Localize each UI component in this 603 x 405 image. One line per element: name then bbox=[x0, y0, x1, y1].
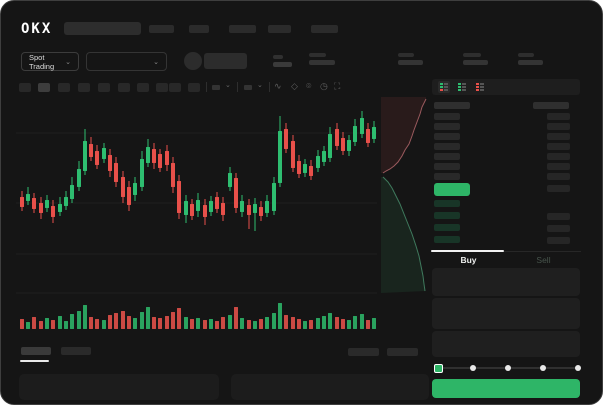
chevron-down-icon: ⌄ bbox=[65, 58, 71, 66]
stat-value-skeleton bbox=[463, 60, 488, 65]
stat-label-skeleton bbox=[518, 53, 534, 57]
timeframe-button-skeleton[interactable] bbox=[58, 83, 70, 92]
ask-price-skeleton[interactable] bbox=[434, 143, 460, 150]
ask-amount-skeleton[interactable] bbox=[547, 133, 570, 140]
chart-range-button-skeleton[interactable] bbox=[387, 348, 418, 356]
tab-sell[interactable]: Sell bbox=[536, 255, 551, 265]
ask-amount-skeleton[interactable] bbox=[547, 123, 570, 130]
orderbook-header-skeleton bbox=[434, 102, 470, 109]
last-amount-skeleton bbox=[547, 185, 570, 192]
nav-item-skeleton[interactable] bbox=[268, 25, 291, 33]
slider-stop[interactable] bbox=[470, 365, 476, 371]
ask-price-skeleton[interactable] bbox=[434, 133, 460, 140]
toolbar-dropdown-skeleton[interactable] bbox=[212, 85, 220, 90]
indicators-icon[interactable]: ◇ bbox=[291, 81, 298, 91]
price-value-skeleton bbox=[273, 62, 292, 67]
ask-price-skeleton[interactable] bbox=[434, 153, 460, 160]
pair-selector-dropdown[interactable]: ⌄ bbox=[86, 52, 167, 71]
ask-amount-skeleton[interactable] bbox=[547, 163, 570, 170]
okx-logo[interactable]: OKX bbox=[21, 21, 53, 37]
toolbar-divider bbox=[206, 82, 207, 92]
price-label-skeleton bbox=[273, 55, 283, 59]
slider-stop[interactable] bbox=[575, 365, 581, 371]
slider-stop[interactable] bbox=[540, 365, 546, 371]
timeframe-button-skeleton[interactable] bbox=[188, 83, 200, 92]
slider-handle[interactable] bbox=[434, 364, 443, 373]
line-style-icon[interactable]: ∿ bbox=[274, 81, 282, 91]
timeframe-button-skeleton[interactable] bbox=[78, 83, 90, 92]
orderbook-toggle-bar bbox=[432, 79, 580, 95]
buy-submit-button[interactable] bbox=[432, 379, 580, 398]
timeframe-button-skeleton[interactable] bbox=[19, 83, 31, 92]
orderbook-asks-view-icon[interactable] bbox=[474, 81, 486, 93]
ask-price-skeleton[interactable] bbox=[434, 173, 460, 180]
token-avatar bbox=[184, 52, 202, 70]
market-type-label: Spot Trading bbox=[29, 52, 55, 71]
toolbar-divider bbox=[269, 82, 270, 92]
ask-amount-skeleton[interactable] bbox=[547, 153, 570, 160]
bid-amount-skeleton[interactable] bbox=[547, 213, 570, 220]
timeframe-button-skeleton[interactable] bbox=[118, 83, 130, 92]
bid-price-skeleton[interactable] bbox=[434, 200, 460, 207]
tab-divider bbox=[431, 251, 581, 252]
chart-range-button-skeleton[interactable] bbox=[348, 348, 379, 356]
bottom-panel[interactable] bbox=[19, 374, 219, 400]
order-form-field[interactable] bbox=[432, 331, 580, 357]
stat-label-skeleton bbox=[463, 53, 481, 57]
stat-label-skeleton bbox=[398, 53, 414, 57]
toolbar-dropdown-skeleton[interactable] bbox=[244, 85, 252, 90]
chevron-down-icon: ⌄ bbox=[153, 58, 159, 66]
stat-value-skeleton bbox=[309, 60, 335, 65]
slider-stop[interactable] bbox=[505, 365, 511, 371]
ask-amount-skeleton[interactable] bbox=[547, 143, 570, 150]
tab-buy[interactable]: Buy bbox=[460, 255, 477, 265]
nav-item-skeleton[interactable] bbox=[229, 25, 256, 33]
pair-name-skeleton[interactable] bbox=[204, 53, 247, 69]
ask-price-skeleton[interactable] bbox=[434, 113, 460, 120]
bid-amount-skeleton[interactable] bbox=[547, 237, 570, 244]
fullscreen-icon[interactable]: ⛶ bbox=[334, 81, 341, 91]
order-form-field[interactable] bbox=[432, 268, 580, 296]
search-input[interactable] bbox=[64, 22, 141, 35]
timeframe-button-skeleton[interactable] bbox=[169, 83, 181, 92]
orderbook-combined-view-icon[interactable] bbox=[438, 81, 450, 93]
nav-item-skeleton[interactable] bbox=[149, 25, 174, 33]
history-clock-icon[interactable]: ◷ bbox=[320, 81, 328, 91]
buy-tab-indicator bbox=[431, 250, 504, 252]
nav-item-skeleton[interactable] bbox=[311, 25, 338, 33]
chevron-down-icon[interactable]: ⌄ bbox=[225, 82, 231, 89]
timeframe-button-skeleton[interactable] bbox=[38, 83, 50, 92]
ask-price-skeleton[interactable] bbox=[434, 163, 460, 170]
active-tab-underline bbox=[20, 360, 49, 362]
timeframe-button-skeleton[interactable] bbox=[137, 83, 149, 92]
order-form-field[interactable] bbox=[432, 298, 580, 329]
bid-price-skeleton[interactable] bbox=[434, 236, 460, 243]
orderbook-bids-view-icon[interactable] bbox=[456, 81, 468, 93]
nav-item-skeleton[interactable] bbox=[189, 25, 209, 33]
bid-amount-skeleton[interactable] bbox=[547, 225, 570, 232]
stat-value-skeleton bbox=[518, 60, 543, 65]
chevron-down-icon[interactable]: ⌄ bbox=[257, 82, 263, 89]
toolbar-divider bbox=[237, 82, 238, 92]
ask-amount-skeleton[interactable] bbox=[547, 113, 570, 120]
ask-amount-skeleton[interactable] bbox=[547, 173, 570, 180]
bid-price-skeleton[interactable] bbox=[434, 212, 460, 219]
ask-price-skeleton[interactable] bbox=[434, 123, 460, 130]
orderbook-header-skeleton bbox=[533, 102, 569, 109]
chart-bottom-tab-skeleton[interactable] bbox=[21, 347, 51, 355]
bottom-panel[interactable] bbox=[231, 374, 429, 400]
stat-label-skeleton bbox=[309, 53, 326, 57]
market-type-dropdown[interactable]: Spot Trading ⌄ bbox=[21, 52, 79, 71]
bid-price-skeleton[interactable] bbox=[434, 224, 460, 231]
snapshot-camera-icon[interactable]: ⌾ bbox=[306, 81, 312, 91]
stat-value-skeleton bbox=[398, 60, 423, 65]
timeframe-button-skeleton[interactable] bbox=[156, 83, 168, 92]
last-price-highlight[interactable] bbox=[434, 183, 470, 196]
timeframe-button-skeleton[interactable] bbox=[98, 83, 110, 92]
chart-bottom-tab-skeleton[interactable] bbox=[61, 347, 91, 355]
